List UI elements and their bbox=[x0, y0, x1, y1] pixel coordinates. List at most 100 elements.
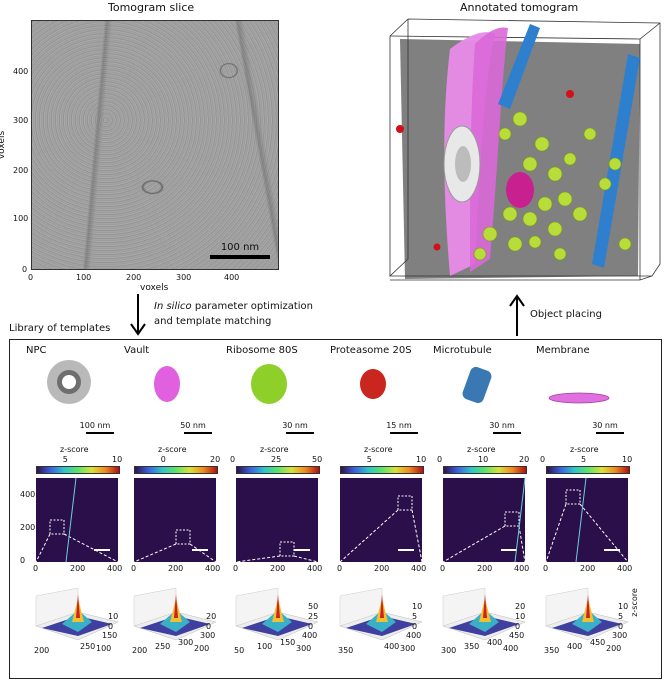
surface-z-tick: 25 bbox=[308, 612, 319, 621]
y-axis-label: voxels bbox=[0, 130, 8, 160]
heatmap-x-tick: 0 bbox=[440, 564, 446, 573]
heatmap-x-tick: 400 bbox=[617, 564, 633, 573]
surface-z-label: z-score bbox=[629, 588, 639, 617]
surface-x-tick: 150 bbox=[280, 638, 296, 647]
down-arrow-label-line2: and template matching bbox=[154, 316, 272, 327]
surface-x-tick: 100 bbox=[257, 642, 273, 651]
x-tick-label: 300 bbox=[176, 273, 192, 282]
up-arrow-label: Object placing bbox=[530, 309, 602, 320]
surface-x-tick: 300 bbox=[441, 646, 457, 655]
colorbar-label: z-score bbox=[467, 445, 496, 454]
template-scalebar bbox=[493, 432, 521, 434]
surface-y-tick: 300 bbox=[400, 644, 416, 653]
surface-x-tick: 350 bbox=[544, 646, 560, 655]
heatmap-x-tick: 200 bbox=[580, 564, 596, 573]
down-arrow-label: In silico parameter optimization bbox=[154, 301, 313, 312]
surface-z-tick: 0 bbox=[308, 622, 314, 631]
template-scalebar bbox=[86, 432, 114, 434]
surface-y-tick: 400 bbox=[302, 631, 318, 640]
score-surface-plot bbox=[442, 587, 526, 641]
template-model-icon bbox=[251, 364, 287, 404]
score-heatmap bbox=[35, 477, 119, 563]
surface-z-tick: 0 bbox=[206, 622, 212, 631]
heatmap-x-tick: 0 bbox=[337, 564, 343, 573]
heatmap-y-tick: 200 bbox=[20, 523, 36, 532]
down-arrow-label-italic: In silico bbox=[154, 301, 192, 312]
colorbar-label: z-score bbox=[570, 445, 599, 454]
library-title: Library of templates bbox=[9, 323, 111, 334]
scalebar-line bbox=[210, 255, 270, 259]
surface-x-tick: 250 bbox=[80, 642, 96, 651]
surface-y-tick: 300 bbox=[296, 644, 312, 653]
x-tick-label: 200 bbox=[126, 273, 142, 282]
surface-z-tick: 10 bbox=[108, 612, 119, 621]
heatmap-x-tick: 0 bbox=[543, 564, 549, 573]
heatmap-x-tick: 0 bbox=[131, 564, 137, 573]
surface-y-tick: 150 bbox=[102, 631, 118, 640]
surface-x-tick: 350 bbox=[464, 642, 480, 651]
surface-z-tick: 5 bbox=[412, 612, 418, 621]
score-surface-plot bbox=[235, 587, 319, 641]
scalebar-label: 100 nm bbox=[220, 242, 260, 253]
surface-x-tick: 300 bbox=[178, 638, 194, 647]
heatmap-x-tick: 200 bbox=[168, 564, 184, 573]
colorbar bbox=[134, 466, 218, 474]
colorbar-tick-label: 50 bbox=[312, 455, 323, 464]
heatmap-x-tick: 200 bbox=[477, 564, 493, 573]
template-scalebar-label: 30 nm bbox=[592, 421, 618, 430]
colorbar-tick-label: 5 bbox=[366, 455, 372, 464]
heatmap-x-tick: 400 bbox=[205, 564, 221, 573]
x-tick-label: 100 bbox=[76, 273, 92, 282]
heatmap-x-tick: 0 bbox=[33, 564, 39, 573]
heatmap-x-tick: 400 bbox=[514, 564, 530, 573]
score-heatmap bbox=[545, 477, 629, 563]
down-arrow-label-rest: parameter optimization bbox=[191, 301, 314, 312]
colorbar bbox=[546, 466, 630, 474]
colorbar-tick-label: 10 bbox=[112, 455, 123, 464]
surface-x-tick: 400 bbox=[384, 642, 400, 651]
colorbar-tick-label: 10 bbox=[478, 455, 489, 464]
colorbar bbox=[236, 466, 320, 474]
heatmap-x-tick: 0 bbox=[233, 564, 239, 573]
heatmap-y-tick: 400 bbox=[20, 490, 36, 499]
surface-x-tick: 450 bbox=[590, 638, 606, 647]
y-tick-label: 0 bbox=[22, 265, 28, 274]
template-name: Membrane bbox=[536, 345, 590, 356]
template-scalebar bbox=[184, 432, 212, 434]
heatmap-x-tick: 400 bbox=[411, 564, 427, 573]
colorbar-tick-label: 5 bbox=[62, 455, 68, 464]
surface-y-tick: 200 bbox=[194, 644, 210, 653]
surface-z-tick: 10 bbox=[412, 602, 423, 611]
template-model-icon bbox=[462, 366, 492, 404]
up-arrow bbox=[509, 294, 525, 336]
template-name: Microtubule bbox=[433, 345, 492, 356]
colorbar-tick-label: 20 bbox=[519, 455, 530, 464]
tomogram-slice-image: 100 nm bbox=[31, 20, 279, 270]
surface-x-tick: 400 bbox=[567, 642, 583, 651]
x-axis-label: voxels bbox=[140, 283, 169, 293]
colorbar-tick-label: 0 bbox=[540, 455, 546, 464]
surface-x-tick: 50 bbox=[234, 646, 245, 655]
y-tick-label: 200 bbox=[13, 166, 29, 175]
score-surface-plot bbox=[339, 587, 423, 641]
surface-x-tick: 400 bbox=[487, 638, 503, 647]
surface-z-tick: 0 bbox=[412, 622, 418, 631]
colorbar bbox=[36, 466, 120, 474]
template-scalebar-label: 30 nm bbox=[489, 421, 515, 430]
surface-z-tick: 20 bbox=[515, 602, 526, 611]
y-tick-label: 100 bbox=[13, 214, 29, 223]
surface-y-tick: 400 bbox=[406, 631, 422, 640]
surface-z-tick: 50 bbox=[308, 602, 319, 611]
template-name: Ribosome 80S bbox=[226, 345, 298, 356]
score-heatmap bbox=[339, 478, 423, 563]
surface-y-tick: 450 bbox=[509, 631, 525, 640]
template-model-icon bbox=[360, 369, 386, 399]
surface-z-tick: 5 bbox=[618, 612, 624, 621]
surface-y-tick: 100 bbox=[96, 644, 112, 653]
score-heatmap bbox=[235, 478, 319, 563]
surface-z-tick: 0 bbox=[108, 622, 114, 631]
colorbar-tick-label: 10 bbox=[416, 455, 427, 464]
annotated-tomogram-title: Annotated tomogram bbox=[460, 1, 579, 14]
heatmap-y-tick: 0 bbox=[20, 556, 26, 565]
tomogram-slice-title: Tomogram slice bbox=[108, 1, 195, 14]
